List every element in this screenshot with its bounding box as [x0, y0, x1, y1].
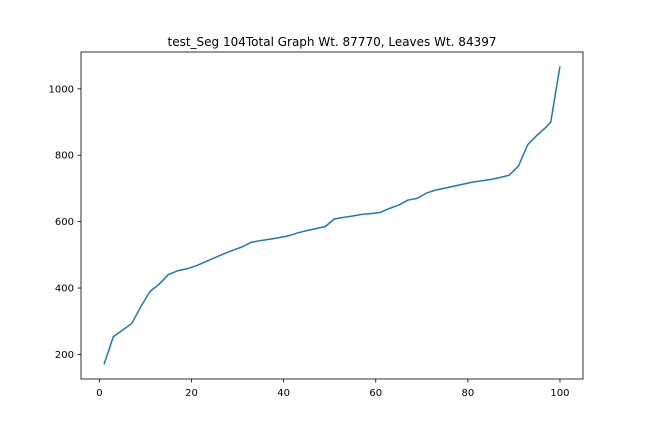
- y-tick-label: 800: [55, 151, 74, 162]
- series-layer: [103, 66, 561, 365]
- x-tick-label: 60: [369, 388, 382, 399]
- y-tick-label: 200: [55, 350, 74, 361]
- y-axis: 200 400 600 800 1000: [49, 84, 81, 361]
- x-tick-label: 80: [461, 388, 474, 399]
- y-tick-label: 600: [55, 217, 74, 228]
- y-tick-label: 1000: [49, 84, 74, 95]
- chart-title: test_Seg 104Total Graph Wt. 87770, Leave…: [168, 35, 497, 49]
- series-line: [103, 66, 561, 365]
- x-tick-label: 0: [96, 388, 102, 399]
- x-tick-label: 100: [550, 388, 569, 399]
- x-axis: 0 20 40 60 80 100: [96, 379, 570, 399]
- y-tick-label: 400: [55, 284, 74, 295]
- plot-area: [80, 51, 584, 380]
- x-tick-label: 20: [185, 388, 198, 399]
- x-tick-label: 40: [277, 388, 290, 399]
